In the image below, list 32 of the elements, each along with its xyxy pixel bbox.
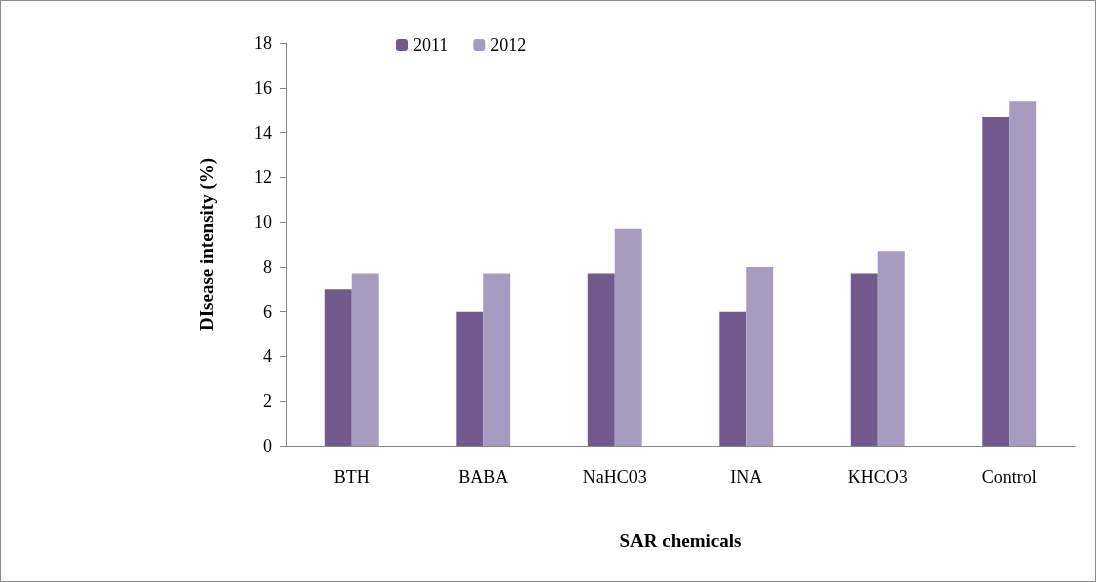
legend-label: 2012 [490, 35, 527, 55]
y-tick-label: 8 [263, 256, 272, 277]
y-tick-label: 0 [263, 436, 272, 456]
y-tick-label: 16 [254, 77, 272, 98]
y-tick-label: 6 [263, 301, 272, 322]
x-tick-label: INA [730, 467, 763, 487]
legend-label: 2011 [413, 35, 449, 55]
x-tick-label: Control [981, 467, 1037, 487]
bar [982, 116, 1010, 446]
x-axis-title: SAR chemicals [619, 530, 742, 551]
y-tick-label: 2 [263, 391, 272, 412]
y-axis-title: DIsease intensity (%) [196, 157, 218, 332]
bar [614, 228, 642, 446]
bar [456, 311, 484, 446]
y-tick-label: 12 [254, 167, 272, 188]
y-tick-label: 14 [254, 122, 272, 143]
bar [324, 289, 352, 446]
bar [351, 273, 379, 446]
bar [587, 273, 615, 446]
x-tick-label: BTH [333, 467, 370, 487]
y-tick-label: 4 [263, 346, 272, 367]
x-tick-label: NaHC03 [582, 467, 647, 487]
y-tick-label: 10 [254, 212, 272, 233]
bar [1009, 101, 1037, 446]
bar [746, 266, 774, 446]
bar [850, 273, 878, 446]
x-tick-label: BABA [458, 467, 509, 487]
bar [877, 251, 905, 446]
bar [719, 311, 747, 446]
bar [483, 273, 511, 446]
x-tick-label: KHCO3 [847, 467, 908, 487]
y-tick-label: 18 [254, 33, 272, 53]
